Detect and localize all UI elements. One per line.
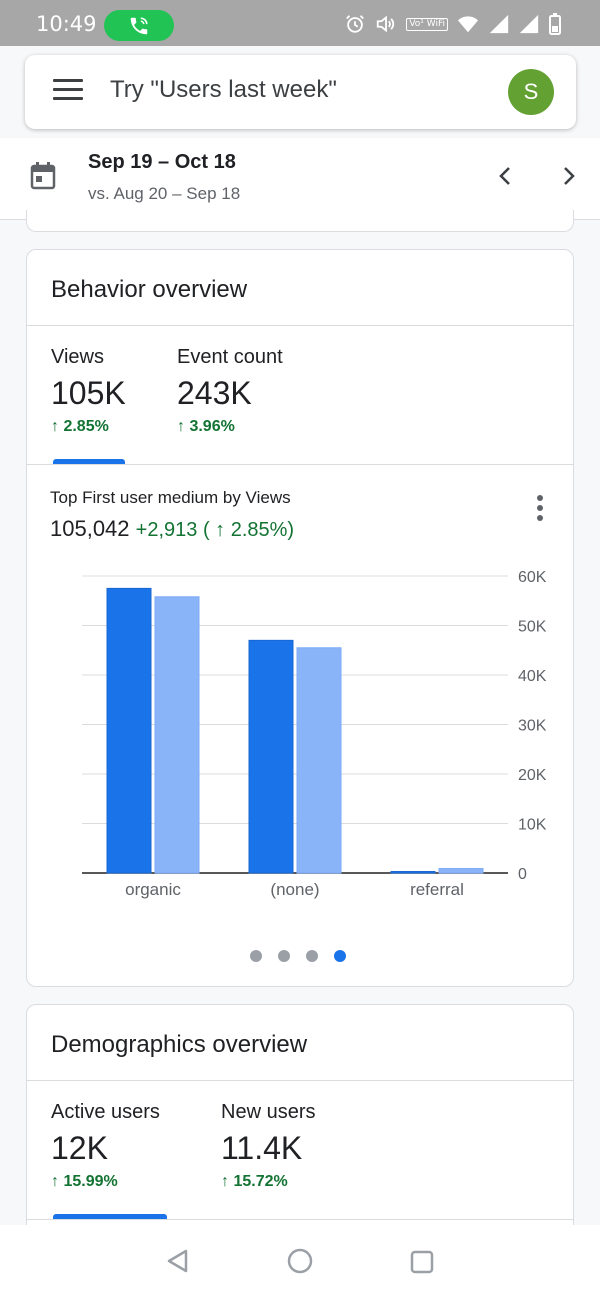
- chart-total-delta: +2,913 ( ↑ 2.85%): [135, 519, 295, 541]
- divider: [27, 325, 573, 326]
- carousel-pager[interactable]: [250, 950, 346, 962]
- y-tick-label: 60K: [518, 569, 547, 586]
- recent-apps-icon[interactable]: [409, 1249, 435, 1275]
- signal-icon: [489, 14, 509, 34]
- x-tick-label: (none): [270, 880, 319, 899]
- metric-change: ↑ 15.99%: [51, 1173, 118, 1190]
- date-compare-label: vs. Aug 20 – Sep 18: [88, 184, 241, 203]
- metric-label: Active users: [51, 1101, 160, 1123]
- metric-change: ↑ 15.72%: [221, 1173, 288, 1190]
- metric-value: 105K: [51, 375, 126, 411]
- x-tick-label: organic: [125, 880, 181, 899]
- bar-(none)-series-1: [248, 639, 294, 874]
- metric-label: New users: [221, 1101, 316, 1123]
- selected-metric-indicator: [53, 1214, 167, 1219]
- chevron-left-icon[interactable]: [494, 164, 518, 188]
- metric-new-users[interactable]: New users 11.4K ↑ 15.72%: [221, 1101, 315, 1191]
- pager-dot[interactable]: [250, 950, 262, 962]
- avatar[interactable]: S: [508, 69, 554, 115]
- date-range-label: Sep 19 – Oct 18: [88, 151, 236, 173]
- metric-change: ↑ 2.85%: [51, 418, 109, 435]
- metric-value: 11.4K: [221, 1130, 303, 1166]
- battery-icon: [549, 13, 561, 35]
- bar-referral-series-2: [438, 868, 484, 874]
- status-icons: Vo¹ WiFi: [344, 12, 562, 36]
- bar-organic-series-2: [154, 596, 200, 874]
- more-vert-icon[interactable]: [530, 494, 550, 522]
- y-tick-label: 40K: [518, 668, 547, 685]
- pager-dot-active[interactable]: [334, 950, 346, 962]
- metric-label: Event count: [177, 346, 283, 368]
- volte-wifi-badge: Vo¹ WiFi: [406, 17, 448, 31]
- previous-card-edge: [26, 210, 574, 232]
- card-title: Behavior overview: [51, 276, 248, 303]
- status-bar: 10:49 Vo¹ WiFi: [0, 0, 600, 46]
- date-range-bar[interactable]: Sep 19 – Oct 18 vs. Aug 20 – Sep 18: [0, 138, 600, 220]
- metric-views[interactable]: Views 105K ↑ 2.85%: [51, 346, 126, 436]
- chart-title: Top First user medium by Views: [50, 488, 291, 507]
- signal-icon-2: [519, 14, 539, 34]
- volume-icon: [377, 15, 395, 33]
- x-tick-label: referral: [410, 880, 464, 899]
- back-icon[interactable]: [164, 1247, 192, 1275]
- calendar-icon: [30, 162, 56, 190]
- status-time: 10:49: [36, 12, 97, 36]
- y-tick-label: 10K: [518, 817, 547, 834]
- hamburger-menu-icon[interactable]: [53, 79, 83, 103]
- bar-(none)-series-2: [296, 647, 342, 874]
- metric-label: Views: [51, 346, 104, 368]
- selected-metric-indicator: [53, 459, 125, 464]
- divider: [27, 1080, 573, 1081]
- home-icon[interactable]: [286, 1247, 314, 1275]
- chevron-right-icon[interactable]: [556, 164, 580, 188]
- demographics-overview-card: Demographics overview Active users 12K ↑…: [26, 1004, 574, 1244]
- phone-call-icon: [130, 16, 148, 34]
- metric-event-count[interactable]: Event count 243K ↑ 3.96%: [177, 346, 283, 436]
- y-tick-label: 20K: [518, 767, 547, 784]
- bar-chart: 0 10K 20K 30K 40K 50K 60K organic (none) referral: [82, 569, 547, 899]
- y-tick-label: 50K: [518, 619, 547, 636]
- search-bar[interactable]: Try "Users last week" S: [25, 55, 576, 129]
- pager-dot[interactable]: [278, 950, 290, 962]
- metric-change: ↑ 3.96%: [177, 418, 235, 435]
- system-navigation-bar: [0, 1225, 600, 1300]
- bar-organic-series-1: [106, 587, 152, 874]
- alarm-icon: [346, 15, 365, 33]
- wifi-icon: [457, 16, 479, 33]
- ongoing-call-pill[interactable]: [104, 10, 174, 41]
- divider: [27, 1219, 573, 1220]
- y-tick-label: 0: [518, 866, 527, 883]
- card-title: Demographics overview: [51, 1031, 308, 1058]
- search-input[interactable]: Try "Users last week": [110, 76, 337, 103]
- y-tick-label: 30K: [518, 718, 547, 735]
- chart-total: 105,042 +2,913 ( ↑ 2.85%): [50, 516, 294, 542]
- bar-referral-series-1: [390, 871, 436, 874]
- metric-active-users[interactable]: Active users 12K ↑ 15.99%: [51, 1101, 160, 1191]
- divider: [27, 464, 573, 465]
- metric-value: 243K: [177, 375, 252, 411]
- metric-value: 12K: [51, 1130, 108, 1166]
- chart-total-value: 105,042: [50, 516, 130, 541]
- pager-dot[interactable]: [306, 950, 318, 962]
